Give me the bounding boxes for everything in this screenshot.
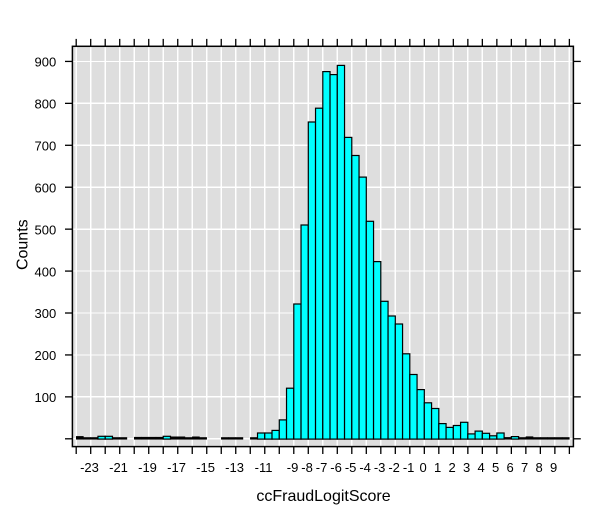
svg-text:900: 900	[34, 55, 56, 70]
svg-text:0: 0	[420, 460, 427, 475]
svg-text:-11: -11	[255, 460, 273, 475]
svg-text:ccFraudLogitScore: ccFraudLogitScore	[256, 488, 390, 505]
svg-text:2: 2	[449, 460, 456, 475]
svg-text:300: 300	[34, 306, 56, 321]
svg-text:-19: -19	[138, 460, 157, 475]
svg-text:-23: -23	[80, 460, 99, 475]
svg-text:8: 8	[536, 460, 543, 475]
svg-text:-15: -15	[196, 460, 215, 475]
svg-text:-3: -3	[374, 460, 386, 475]
svg-text:7: 7	[521, 460, 528, 475]
svg-text:4: 4	[478, 460, 485, 475]
svg-text:400: 400	[34, 264, 56, 279]
svg-text:5: 5	[492, 460, 499, 475]
svg-text:9: 9	[550, 460, 557, 475]
svg-text:700: 700	[34, 138, 56, 153]
svg-text:-17: -17	[167, 460, 186, 475]
svg-text:-7: -7	[316, 460, 328, 475]
svg-text:100: 100	[34, 390, 56, 405]
svg-text:3: 3	[463, 460, 470, 475]
svg-text:-5: -5	[345, 460, 357, 475]
svg-text:Counts: Counts	[15, 219, 32, 270]
svg-text:1: 1	[434, 460, 441, 475]
svg-text:-1: -1	[403, 460, 415, 475]
svg-text:-13: -13	[225, 460, 244, 475]
svg-text:-8: -8	[301, 460, 313, 475]
svg-text:-4: -4	[359, 460, 371, 475]
svg-text:6: 6	[507, 460, 514, 475]
svg-text:500: 500	[34, 222, 56, 237]
svg-text:600: 600	[34, 180, 56, 195]
svg-text:800: 800	[34, 97, 56, 112]
svg-text:200: 200	[34, 348, 56, 363]
svg-text:-21: -21	[109, 460, 128, 475]
svg-text:-9: -9	[287, 460, 299, 475]
svg-text:-6: -6	[330, 460, 342, 475]
svg-text:-2: -2	[388, 460, 400, 475]
